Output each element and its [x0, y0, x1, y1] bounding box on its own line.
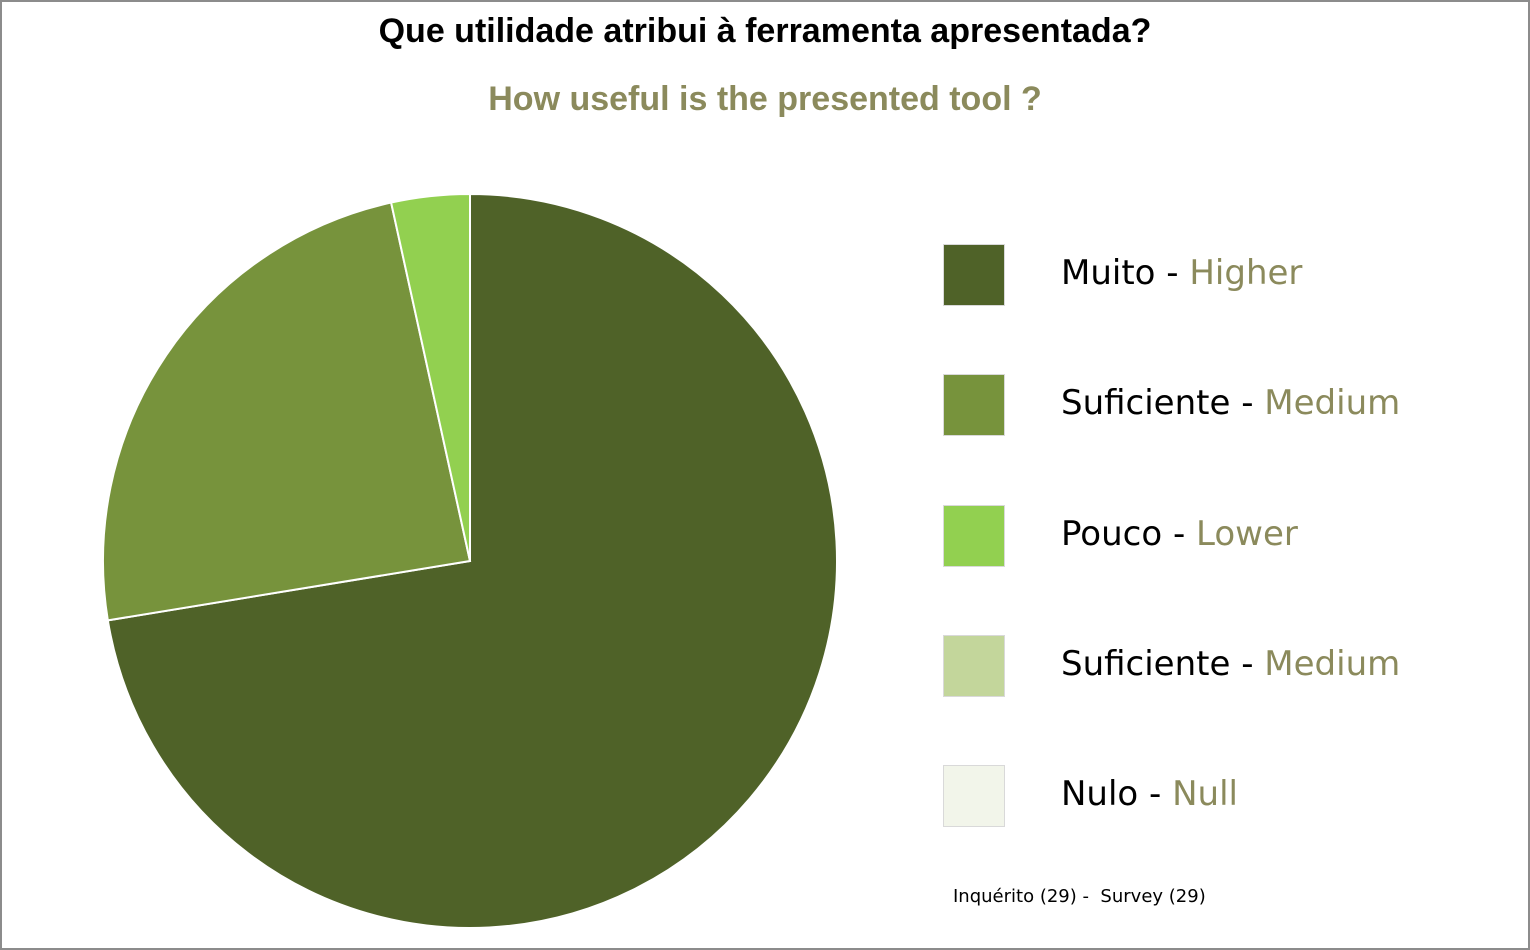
- legend-label-pt: Pouco: [1061, 514, 1163, 554]
- legend-label-pt: Suficiente: [1061, 644, 1231, 684]
- legend-label-pt: Suficiente: [1061, 383, 1231, 423]
- legend-label-pt: Nulo: [1061, 774, 1139, 814]
- legend-separator: -: [1162, 514, 1197, 554]
- legend-item-pouco: Pouco - Lower: [943, 505, 1503, 569]
- legend-item-nulo: Nulo - Null: [943, 765, 1503, 829]
- legend-label-en: Medium: [1264, 644, 1401, 684]
- legend-label-pouco: Pouco - Lower: [1061, 514, 1298, 554]
- legend-label-pt: Muito: [1061, 253, 1156, 293]
- legend-separator: -: [1230, 644, 1265, 684]
- pie-slice: [102, 201, 472, 622]
- legend-separator: -: [1155, 253, 1190, 293]
- chart-subtitle: How useful is the presented tool ?: [488, 80, 1042, 118]
- legend-label-muito: Muito - Higher: [1061, 253, 1302, 293]
- legend-item-suficiente: Suficiente - Medium: [943, 374, 1503, 438]
- pie-slice: [389, 192, 471, 562]
- legend-swatch-pouco: [943, 505, 1005, 567]
- legend-separator: -: [1138, 774, 1173, 814]
- pie-slice: [106, 192, 838, 929]
- legend-label-en: Null: [1172, 774, 1238, 814]
- legend-swatch-suficiente-2: [943, 635, 1005, 697]
- survey-note: Inquérito (29) - Survey (29): [953, 886, 1206, 907]
- legend-label-en: Lower: [1196, 514, 1298, 554]
- legend-label-en: Higher: [1189, 253, 1303, 293]
- legend-swatch-nulo: [943, 765, 1005, 827]
- legend-swatch-suficiente: [943, 374, 1005, 436]
- legend-label-en: Medium: [1264, 383, 1401, 423]
- chart-title: Que utilidade atribui à ferramenta apres…: [378, 12, 1152, 50]
- legend-separator: -: [1230, 383, 1265, 423]
- legend-item-muito: Muito - Higher: [943, 244, 1503, 308]
- legend-label-suficiente: Suficiente - Medium: [1061, 383, 1400, 423]
- legend-label-suficiente-2: Suficiente - Medium: [1061, 644, 1400, 684]
- legend-label-nulo: Nulo - Null: [1061, 774, 1238, 814]
- legend-item-suficiente-2: Suficiente - Medium: [943, 635, 1503, 699]
- legend-swatch-muito: [943, 244, 1005, 306]
